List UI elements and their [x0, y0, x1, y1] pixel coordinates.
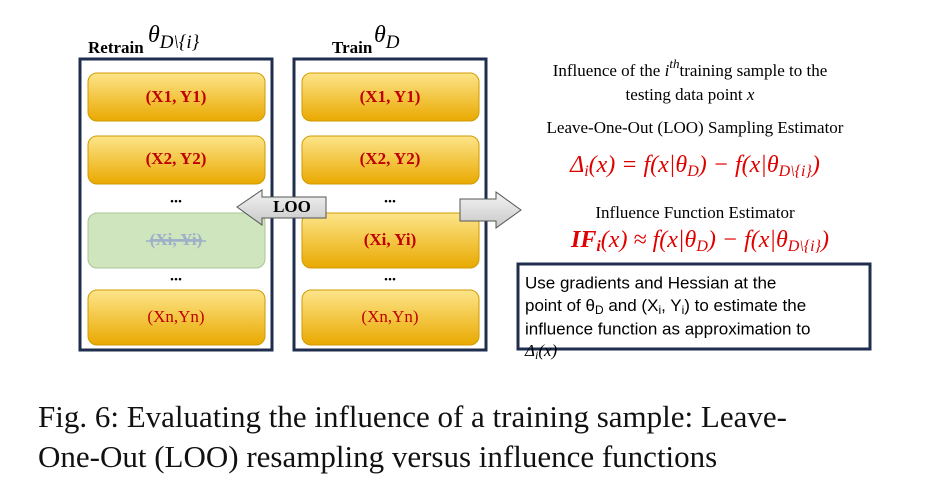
subscript: D\{i}: [787, 238, 822, 255]
formula-part: Δ: [569, 152, 584, 178]
note-line: influence function as approximation to: [525, 319, 810, 338]
formula-part: ) − f(x|θ: [706, 227, 788, 253]
subscript: D\{i}: [778, 163, 813, 180]
sample-label: (X2, Y2): [146, 149, 207, 168]
text: (x): [538, 341, 557, 360]
text: and (X: [604, 296, 659, 315]
formula-part: IF: [570, 227, 596, 253]
text: Influence of the: [553, 61, 665, 80]
panel-param: θD: [374, 22, 400, 54]
param-symbol: θ: [148, 22, 160, 48]
subscript: i: [584, 163, 588, 180]
if-title: Influence Function Estimator: [595, 203, 795, 222]
ellipsis: ...: [170, 190, 182, 207]
param-symbol: θ: [374, 22, 386, 48]
panel-label: Retrain: [88, 38, 144, 57]
sample-box: [301, 289, 480, 346]
text: testing data point: [626, 85, 747, 104]
subscript: i: [596, 238, 601, 255]
loo-arrow: [236, 189, 327, 226]
loo-title: Leave-One-Out (LOO) Sampling Estimator: [547, 118, 844, 137]
text: Δ: [524, 341, 535, 360]
loo-formula: Δi(x) = f(x|θD) − f(x|θD\{i}): [569, 152, 820, 180]
text: ) to estimate the: [684, 296, 806, 315]
superscript: th: [669, 56, 679, 71]
caption-line: Fig. 6: Evaluating the influence of a tr…: [38, 399, 787, 434]
param-subscript: D: [385, 32, 400, 53]
formula-part: ): [819, 227, 829, 253]
description-line: testing data point x: [626, 85, 755, 104]
formula-part: ): [810, 152, 820, 178]
subscript: D: [695, 238, 708, 255]
formula-part: (x) = f(x|θ: [589, 152, 688, 178]
sample-box: [87, 135, 266, 185]
sample-label: (Xn,Yn): [361, 307, 418, 326]
ellipsis: ...: [170, 268, 182, 285]
note-box: [516, 262, 872, 351]
text: training sample to the: [679, 61, 827, 80]
subscript: D: [686, 163, 699, 180]
note-line: Use gradients and Hessian at the: [525, 273, 776, 292]
param-subscript: D\{i}: [159, 32, 200, 53]
ellipsis: ...: [384, 268, 396, 285]
description-line: Influence of the ithtraining sample to t…: [553, 56, 828, 80]
note-line: point of θD and (Xi, Yi) to estimate the: [525, 296, 806, 317]
sample-box: [301, 72, 480, 122]
formula-part: ) − f(x|θ: [697, 152, 779, 178]
ellipsis: ...: [384, 190, 396, 207]
text: point of θ: [525, 296, 595, 315]
right-arrow: [459, 191, 522, 229]
subscript: i: [682, 303, 685, 317]
text: x: [746, 85, 755, 104]
sample-box: [87, 289, 266, 346]
text: i: [665, 61, 670, 80]
sample-label: (X2, Y2): [360, 149, 421, 168]
sample-box: [301, 135, 480, 185]
sample-box: [301, 212, 480, 269]
note-line: Δi(x): [524, 341, 558, 362]
formula-part: (x) ≈ f(x|θ: [601, 227, 697, 253]
subscript: i: [658, 303, 661, 317]
caption-line: One-Out (LOO) resampling versus influenc…: [38, 439, 717, 474]
removed-sample-label: (Xi, Yi): [150, 230, 203, 249]
sample-label: (Xn,Yn): [147, 307, 204, 326]
panel-param: θD\{i}: [148, 22, 200, 54]
panel-label: Train: [332, 38, 373, 57]
text: , Y: [661, 296, 681, 315]
sample-label: (X1, Y1): [146, 87, 207, 106]
loo-label: LOO: [273, 197, 311, 216]
sample-box: [87, 72, 266, 122]
sample-label: (X1, Y1): [360, 87, 421, 106]
if-formula: IFi(x) ≈ f(x|θD) − f(x|θD\{i}): [570, 227, 829, 255]
subscript: i: [535, 348, 538, 362]
subscript: D: [595, 303, 604, 317]
sample-label: (Xi, Yi): [364, 230, 417, 249]
